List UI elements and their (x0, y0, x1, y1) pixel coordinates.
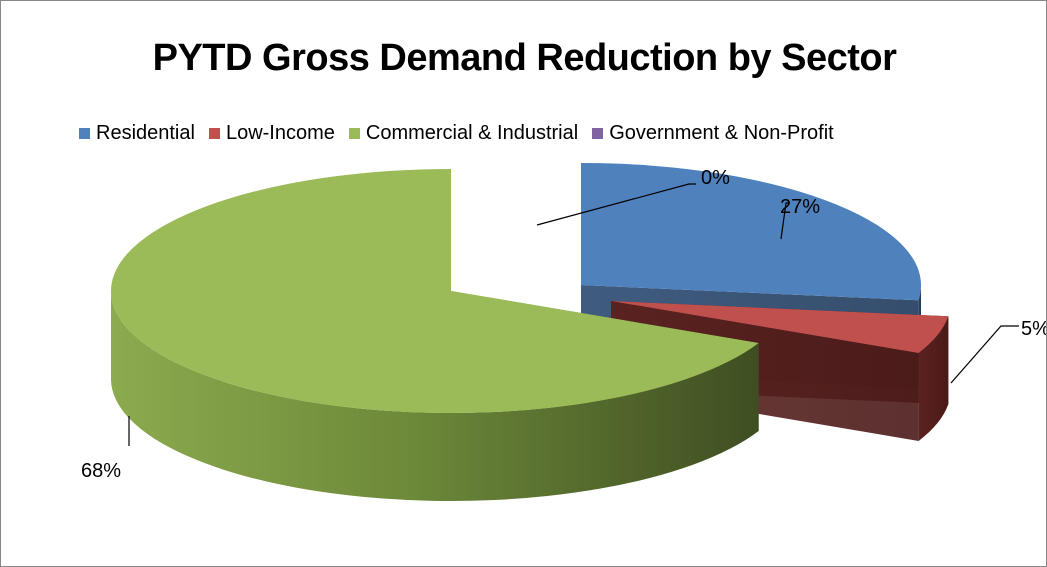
legend-item-government-non-profit: Government & Non-Profit (592, 122, 834, 145)
leader-line-residential (780, 202, 788, 240)
legend-item-low-income: Low-Income (208, 122, 335, 145)
legend-swatch-commercial-industrial (348, 128, 360, 139)
pie-top-residential (581, 163, 921, 301)
data-label-residential: 27% (780, 196, 820, 218)
legend-item-residential: Residential (79, 122, 195, 145)
pie-wall-low-income (918, 316, 949, 441)
legend-label-low-income: Low-Income (225, 122, 335, 144)
leader-line-low-income (950, 325, 1019, 384)
legend-swatch-low-income (208, 128, 220, 139)
leader-line-government-non-profit (536, 183, 696, 226)
chart-legend: Residential Low-Income Commercial & Indu… (79, 122, 848, 145)
legend-swatch-government-non-profit (592, 128, 604, 139)
legend-item-commercial-industrial: Commercial & Industrial (348, 122, 579, 145)
pie-top-low-income (611, 301, 949, 353)
chart-title: PYTD Gross Demand Reduction by Sector (152, 37, 897, 79)
legend-label-government-non-profit: Government & Non-Profit (609, 122, 834, 144)
legend-label-commercial-industrial: Commercial & Industrial (365, 122, 579, 144)
data-label-commercial-industrial: 68% (81, 460, 121, 482)
data-label-government-non-profit: 0% (701, 167, 730, 189)
legend-swatch-residential (79, 128, 90, 139)
pie-wall-commercial-industrial (111, 291, 759, 501)
pie-slice-commercial-industrial (111, 169, 759, 501)
legend-label-residential: Residential (96, 122, 195, 144)
pie-top-commercial-industrial (111, 169, 759, 413)
data-label-low-income: 5% (1021, 318, 1047, 340)
